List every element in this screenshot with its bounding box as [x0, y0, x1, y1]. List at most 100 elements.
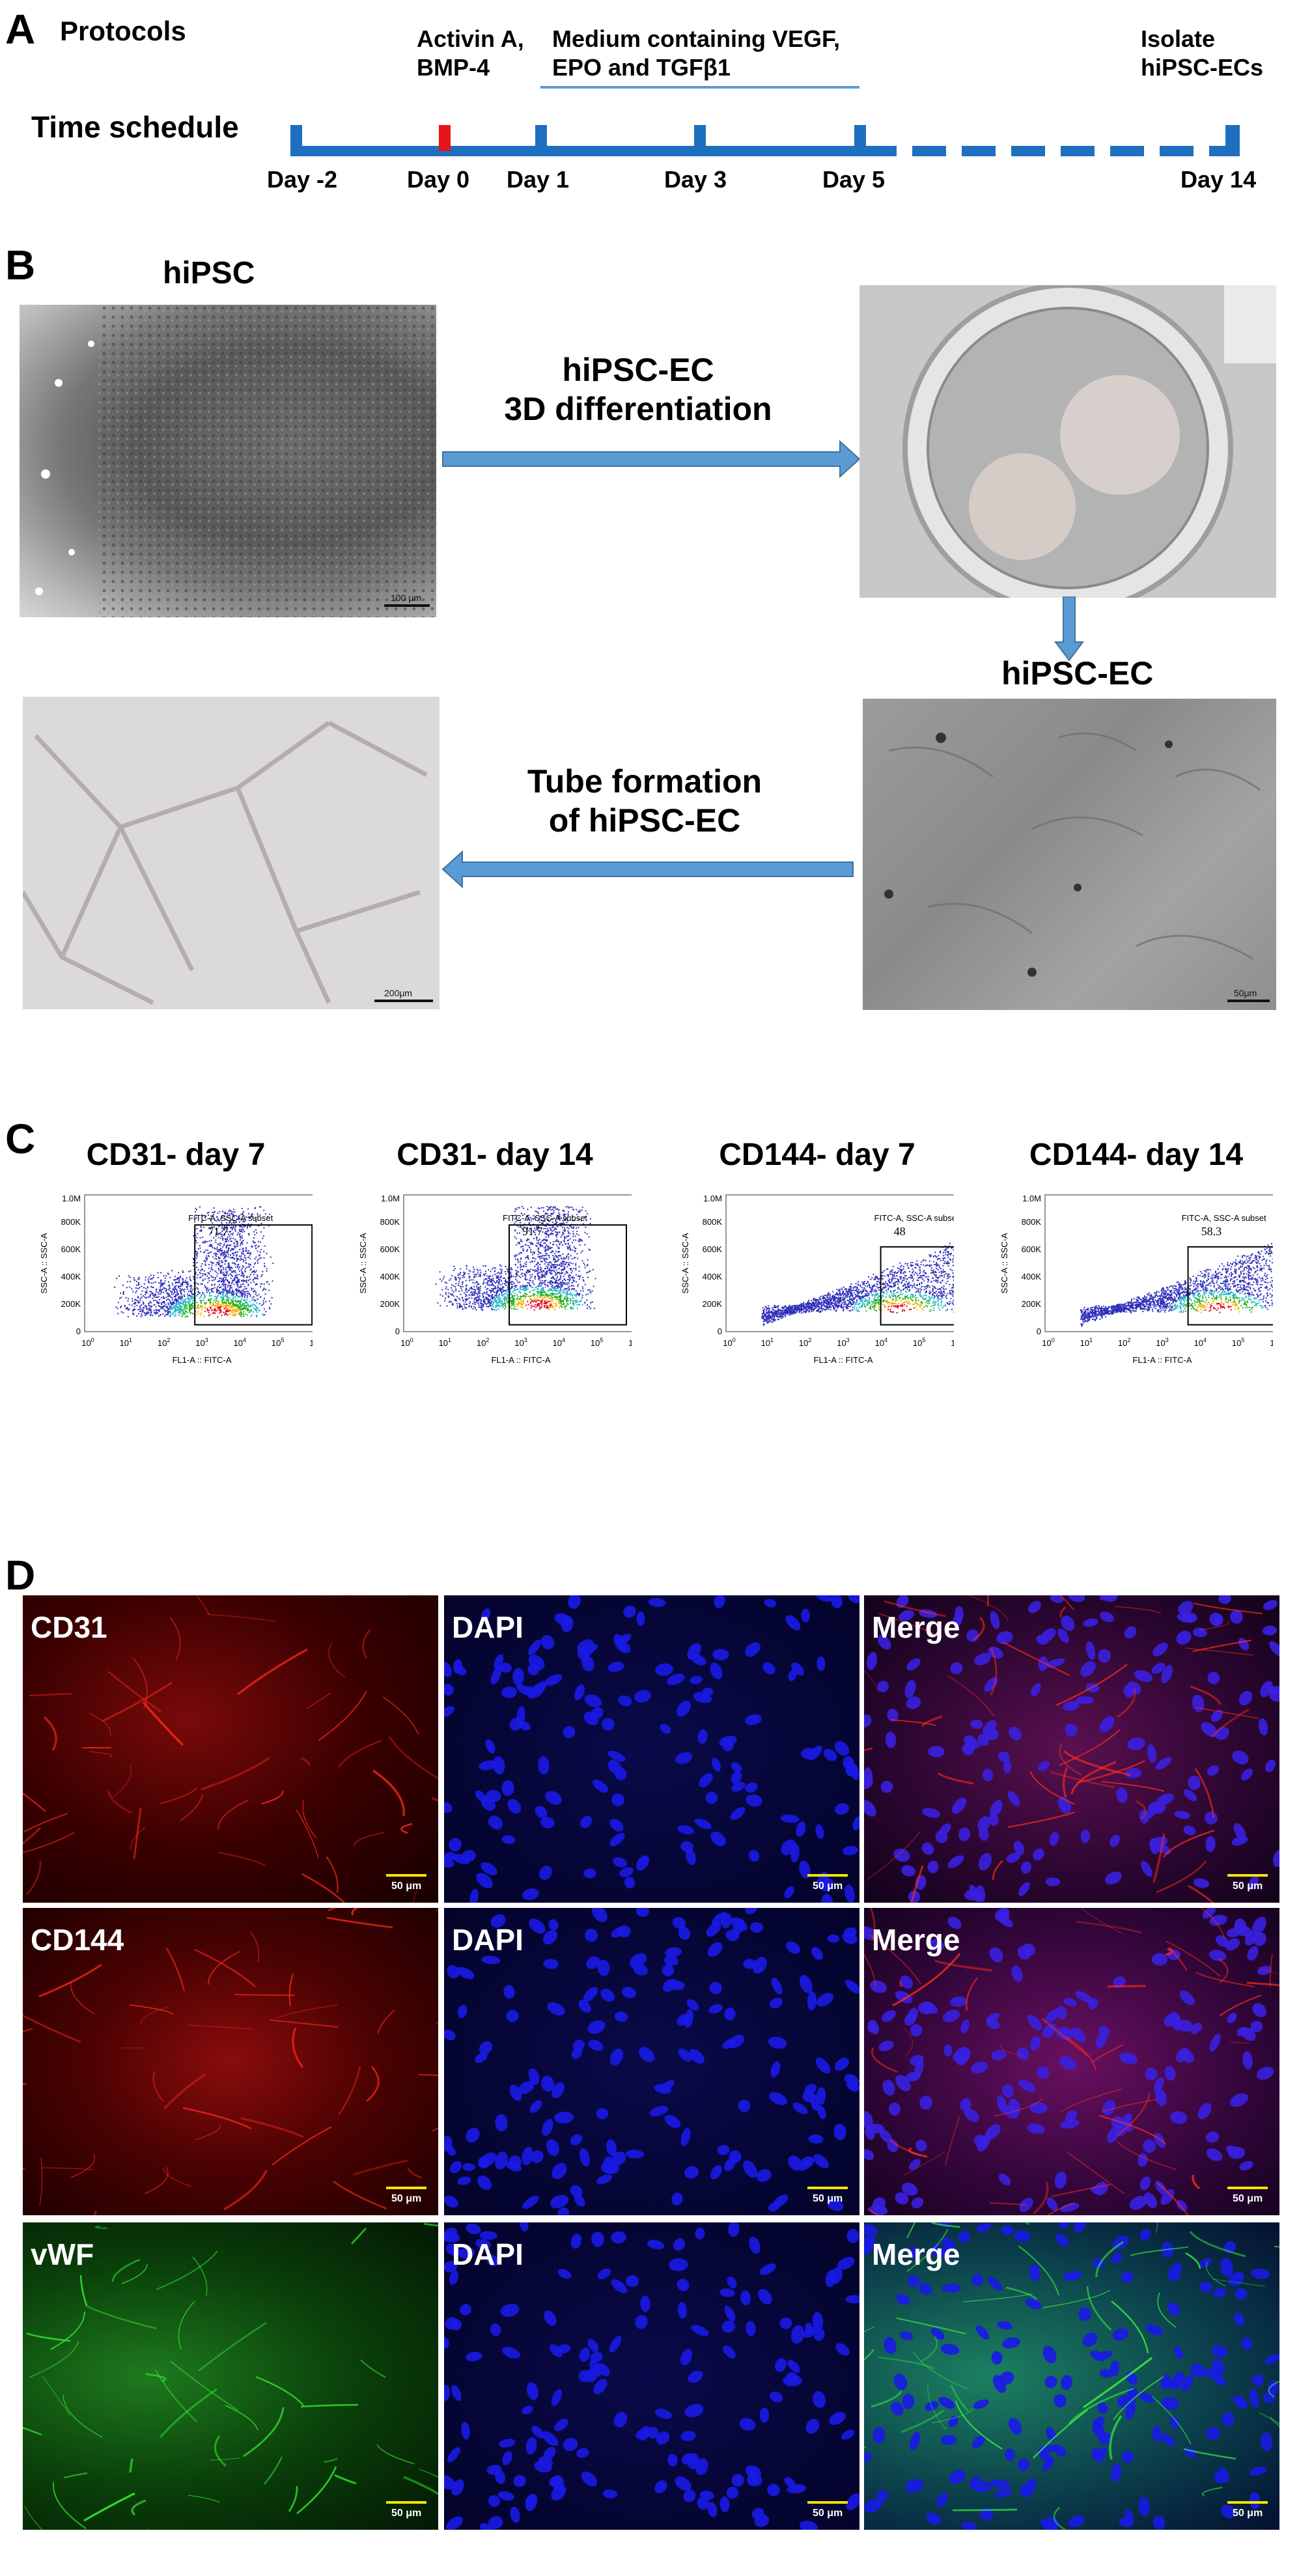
- scale-text: 100 μm: [391, 593, 421, 603]
- x-tick: 103: [514, 1337, 527, 1348]
- step-medium: Medium containing VEGF, EPO and TGFβ1: [552, 25, 841, 81]
- if-image-dapi-2: DAPI 50 μm: [444, 1908, 859, 2215]
- x-tick: 106: [628, 1337, 632, 1348]
- x-tick: 106: [1270, 1337, 1273, 1348]
- x-tick: 102: [477, 1337, 489, 1348]
- y-tick: 0: [76, 1326, 81, 1336]
- tube-network: [23, 720, 428, 1005]
- scale-bar: [1227, 2501, 1268, 2504]
- gate-value: 91.7: [522, 1225, 543, 1238]
- scale-bar: [384, 604, 430, 607]
- flow-plot-3: CD144- day 7 FITC-A, SSC-A subset 48 1.0M 80…: [667, 1136, 964, 1377]
- x-tick: 103: [195, 1337, 208, 1348]
- flow-plot-title: CD31- day 7: [87, 1138, 266, 1172]
- y-tick: 400K: [703, 1272, 723, 1281]
- scale-bar: [374, 1000, 433, 1002]
- if-channel-label: Merge: [872, 2237, 960, 2271]
- if-image-dapi-1: DAPI 50 μm: [444, 1595, 859, 1903]
- scale-text: 50μm: [1234, 988, 1257, 998]
- x-tick: 101: [439, 1337, 451, 1348]
- hipsc-micrograph: 100 μm: [20, 305, 436, 617]
- if-image-dapi-3: DAPI 50 μm: [444, 2222, 859, 2530]
- x-tick: 104: [875, 1337, 887, 1348]
- y-tick: 200K: [703, 1299, 723, 1309]
- culture-plate-photo: [859, 285, 1276, 598]
- x-tick: 102: [1118, 1337, 1130, 1348]
- x-tick: 104: [553, 1337, 565, 1348]
- day-label: Day -2: [267, 166, 338, 193]
- y-tick: 200K: [61, 1299, 81, 1309]
- y-tick: 400K: [380, 1272, 400, 1281]
- x-tick: 100: [400, 1337, 413, 1348]
- x-axis-label: FL1-A :: FITC-A: [1132, 1355, 1192, 1365]
- day-label: Day 5: [822, 166, 886, 193]
- tick-day-2: [290, 125, 302, 156]
- scale-text: 200μm: [384, 988, 413, 998]
- hipsc-ec-label: hiPSC-EC: [1001, 655, 1154, 692]
- flow-plot-title: CD31- day 14: [397, 1138, 593, 1172]
- y-tick: 0: [718, 1326, 722, 1336]
- if-channel-label: Merge: [872, 1923, 960, 1957]
- scale-bar: [1227, 1000, 1270, 1002]
- x-tick: 103: [1156, 1337, 1168, 1348]
- scale-text: 50 μm: [1233, 2508, 1263, 2519]
- if-image-cd144-2: CD144 50 μm: [23, 1908, 438, 2215]
- if-image-merge-1: Merge 50 μm: [864, 1595, 1279, 1903]
- tick-day14: [1225, 125, 1240, 156]
- gate-value: 48: [894, 1225, 906, 1238]
- x-tick: 105: [1232, 1337, 1244, 1348]
- y-tick: 1.0M: [381, 1194, 400, 1203]
- x-tick: 100: [81, 1337, 94, 1348]
- gate-box: [194, 1224, 313, 1326]
- y-tick: 800K: [380, 1217, 400, 1227]
- hipsc-texture: [35, 305, 436, 617]
- y-tick: 800K: [61, 1217, 81, 1227]
- flow-plot-1: CD31- day 7 FITC-A, SSC-A subset 71.7 1.0M 8…: [26, 1136, 322, 1377]
- scale-text: 50 μm: [391, 2508, 422, 2519]
- hipsc-label: hiPSC: [163, 256, 255, 290]
- scale-text: 50 μm: [391, 1881, 422, 1892]
- flow-plot-2: CD31- day 14 FITC-A, SSC-A subset 91.7 1.0M…: [345, 1136, 641, 1377]
- if-image-cd31-1: CD31 50 μm: [23, 1595, 438, 1903]
- y-tick: 600K: [1022, 1244, 1042, 1254]
- x-tick: 104: [234, 1337, 246, 1348]
- if-channel-label: DAPI: [452, 2237, 524, 2271]
- scale-bar: [386, 1874, 426, 1877]
- y-axis-label: SSC-A :: SSC-A: [680, 1233, 690, 1294]
- x-tick: 106: [951, 1337, 954, 1348]
- x-tick: 105: [591, 1337, 603, 1348]
- tube-formation-micrograph: 200μm: [23, 697, 440, 1009]
- if-channel-label: CD31: [31, 1610, 107, 1644]
- y-tick: 800K: [1022, 1217, 1042, 1227]
- gate-label: FITC-A, SSC-A subset: [1182, 1213, 1266, 1223]
- y-tick: 600K: [703, 1244, 723, 1254]
- panel-d-letter: D: [5, 1552, 36, 1599]
- y-tick: 600K: [61, 1244, 81, 1254]
- x-tick: 100: [1042, 1337, 1054, 1348]
- arrow-left: [441, 850, 854, 889]
- arrow1-caption: hiPSC-EC 3D differentiation: [504, 352, 772, 427]
- x-tick: 105: [913, 1337, 925, 1348]
- tick-day5: [854, 125, 866, 156]
- if-channel-label: vWF: [31, 2237, 94, 2271]
- x-tick: 101: [120, 1337, 132, 1348]
- scale-text: 50 μm: [813, 2508, 843, 2519]
- scale-text: 50 μm: [1233, 1881, 1263, 1892]
- arrow-down: [1054, 596, 1084, 662]
- x-tick: 101: [761, 1337, 774, 1348]
- gate-box: [509, 1224, 627, 1326]
- arrow-right: [442, 440, 861, 479]
- if-image-merge-2: Merge 50 μm: [864, 1908, 1279, 2215]
- flow-plot-title: CD144- day 14: [1029, 1138, 1243, 1172]
- scale-text: 50 μm: [813, 1881, 843, 1892]
- if-channel-label: CD144: [31, 1923, 124, 1957]
- if-channel-label: DAPI: [452, 1610, 524, 1644]
- y-tick: 0: [1037, 1326, 1041, 1336]
- x-tick: 102: [799, 1337, 811, 1348]
- scale-text: 50 μm: [1233, 2193, 1263, 2204]
- hipsc-ec-texture: [884, 732, 1261, 977]
- x-tick: 103: [837, 1337, 849, 1348]
- plate-drawing: [859, 285, 1276, 598]
- y-tick: 400K: [1022, 1272, 1042, 1281]
- y-tick: 400K: [61, 1272, 81, 1281]
